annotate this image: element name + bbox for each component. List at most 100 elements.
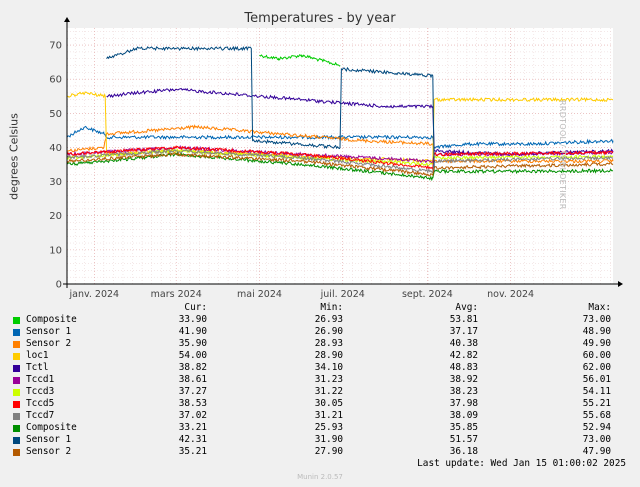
legend-swatch <box>13 413 20 420</box>
y-tick-label: 0 <box>56 280 62 291</box>
x-tick-label: mars 2024 <box>151 289 202 300</box>
legend-avg-value: 48.83 <box>449 362 478 373</box>
legend-row: Composite 33.90 26.93 53.81 73.00 <box>0 314 640 326</box>
legend-swatch <box>13 425 20 432</box>
legend-avg-value: 35.85 <box>449 422 478 433</box>
series-line <box>259 54 341 67</box>
legend-cur-value: 38.61 <box>178 374 207 385</box>
legend-cur-value: 54.00 <box>178 350 207 361</box>
series-line <box>106 45 435 172</box>
x-tick-label: juil. 2024 <box>320 289 365 300</box>
legend-series-name: Tctl <box>26 362 49 373</box>
legend-series-name: loc1 <box>26 350 49 361</box>
legend-series-name: Sensor 1 <box>26 326 72 337</box>
legend-series-name: Tccd1 <box>26 374 55 385</box>
legend-max-value: 52.94 <box>582 422 611 433</box>
legend-swatch <box>13 449 20 456</box>
axes <box>63 17 623 288</box>
legend-row: Sensor 2 35.21 27.90 36.18 47.90 <box>0 446 640 458</box>
legend-row: Composite 33.21 25.93 35.85 52.94 <box>0 422 640 434</box>
legend-row: Tccd5 38.53 30.05 37.98 55.21 <box>0 398 640 410</box>
legend-swatch <box>13 437 20 444</box>
y-tick-label: 40 <box>49 143 62 154</box>
legend-avg-value: 42.82 <box>449 350 478 361</box>
y-axis-label: degrees Celsius <box>7 113 21 200</box>
y-tick-label: 10 <box>49 245 62 256</box>
legend-series-name: Tccd3 <box>26 386 55 397</box>
legend-min-value: 28.90 <box>314 350 343 361</box>
y-tick-label: 20 <box>49 211 62 222</box>
legend-swatch <box>13 329 20 336</box>
legend-series-name: Tccd5 <box>26 398 55 409</box>
chart-title: Temperatures - by year <box>244 11 396 26</box>
legend-swatch <box>13 365 20 372</box>
minor-grid <box>67 28 613 284</box>
rrdtool-watermark: RRDTOOL / TOBI OETIKER <box>558 100 567 210</box>
series-line <box>66 144 614 164</box>
legend-max-value: 54.11 <box>582 386 611 397</box>
legend-avg-value: 38.92 <box>449 374 478 385</box>
legend-series-name: Sensor 1 <box>26 434 72 445</box>
legend-max-value: 48.90 <box>582 326 611 337</box>
legend-series-name: Tccd7 <box>26 410 55 421</box>
legend-min-value: 31.23 <box>314 374 343 385</box>
legend-max-value: 62.00 <box>582 362 611 373</box>
legend-cur-value: 37.02 <box>178 410 207 421</box>
x-axis-arrow <box>618 281 623 287</box>
legend-series-name: Composite <box>26 422 77 433</box>
legend-row: Tccd3 37.27 31.22 38.23 54.11 <box>0 386 640 398</box>
legend-avg-value: 38.09 <box>449 410 478 421</box>
last-update: Last update: Wed Jan 15 01:00:02 2025 <box>417 458 626 469</box>
legend-avg-value: 37.17 <box>449 326 478 337</box>
legend-cur-value: 38.82 <box>178 362 207 373</box>
legend-cur-value: 38.53 <box>178 398 207 409</box>
legend-header-cur: Cur: <box>184 302 207 313</box>
x-tick-label: janv. 2024 <box>69 289 120 300</box>
legend-min-value: 27.90 <box>314 446 343 457</box>
y-tick-label: 70 <box>49 41 62 52</box>
legend-header-avg: Avg: <box>455 302 478 313</box>
series-line <box>66 145 614 170</box>
y-tick-label: 60 <box>49 75 62 86</box>
series-line <box>66 124 614 164</box>
legend-row: Sensor 1 42.31 31.90 51.57 73.00 <box>0 434 640 446</box>
legend-min-value: 31.90 <box>314 434 343 445</box>
legend-min-value: 26.93 <box>314 314 343 325</box>
legend-series-name: Sensor 2 <box>26 446 72 457</box>
y-tick-label: 50 <box>49 109 62 120</box>
legend-avg-value: 37.98 <box>449 398 478 409</box>
legend-avg-value: 51.57 <box>449 434 478 445</box>
legend-max-value: 47.90 <box>582 446 611 457</box>
legend-swatch <box>13 377 20 384</box>
legend-swatch <box>13 317 20 324</box>
legend-avg-value: 36.18 <box>449 446 478 457</box>
legend-header: Cur: Min: Avg: Max: <box>0 302 640 314</box>
y-tick-labels: 0 10 20 30 40 50 60 70 <box>49 41 62 291</box>
legend-max-value: 49.90 <box>582 338 611 349</box>
series-layer <box>66 45 614 182</box>
legend-swatch <box>13 341 20 348</box>
y-tick-label: 30 <box>49 177 62 188</box>
chart: 0 10 20 30 40 50 60 70 janv. 2024 mars 2024 mai 2… <box>49 17 623 300</box>
munin-version: Munin 2.0.57 <box>297 473 343 481</box>
legend-swatch <box>13 353 20 360</box>
legend-min-value: 31.21 <box>314 410 343 421</box>
legend-rows: Composite 33.90 26.93 53.81 73.00 Sensor 1 41.… <box>0 314 640 458</box>
x-tick-labels: janv. 2024 mars 2024 mai 2024 juil. 2024 sep… <box>69 289 535 300</box>
legend-cur-value: 33.90 <box>178 314 207 325</box>
legend-min-value: 26.90 <box>314 326 343 337</box>
legend-max-value: 73.00 <box>582 434 611 445</box>
x-tick-label: mai 2024 <box>237 289 282 300</box>
legend-avg-value: 38.23 <box>449 386 478 397</box>
legend-min-value: 34.10 <box>314 362 343 373</box>
legend-min-value: 28.93 <box>314 338 343 349</box>
legend-row: Tccd1 38.61 31.23 38.92 56.01 <box>0 374 640 386</box>
legend-avg-value: 40.38 <box>449 338 478 349</box>
legend-series-name: Composite <box>26 314 77 325</box>
legend-cur-value: 37.27 <box>178 386 207 397</box>
legend-max-value: 55.68 <box>582 410 611 421</box>
legend-swatch <box>13 401 20 408</box>
legend-row: loc1 54.00 28.90 42.82 60.00 <box>0 350 640 362</box>
legend-avg-value: 53.81 <box>449 314 478 325</box>
legend-max-value: 55.21 <box>582 398 611 409</box>
